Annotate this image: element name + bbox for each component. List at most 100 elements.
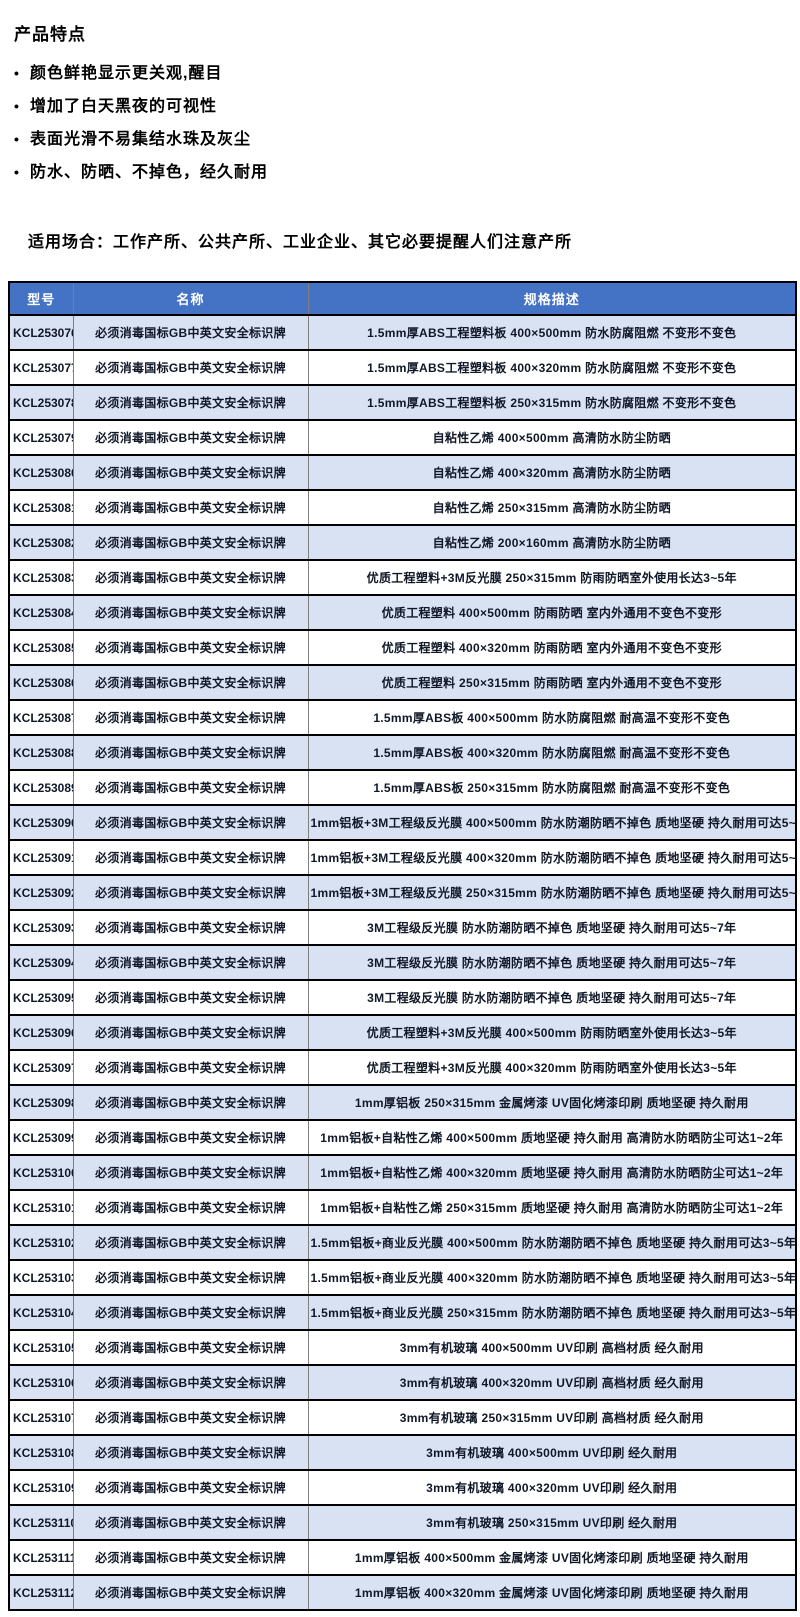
name-cell: 必须消毒国标GB中英文安全标识牌 [72,1155,309,1191]
table-row: KCL253112 必须消毒国标GB中英文安全标识牌 1mm厚铝板 400×320m… [8,1575,797,1611]
model-cell: KCL253097 [8,1050,74,1086]
table-row: KCL253099 必须消毒国标GB中英文安全标识牌 1mm铝板+自粘性乙烯 400… [8,1120,797,1156]
model-cell: KCL253084 [8,595,74,631]
spec-cell: 1mm铝板+自粘性乙烯 400×500mm 质地坚硬 持久耐用 高清防水防晒防尘… [307,1120,797,1156]
spec-cell: 自粘性乙烯 400×500mm 高清防水防尘防晒 [307,420,797,456]
column-header-spec: 规格描述 [307,282,797,316]
spec-cell: 3mm有机玻璃 400×320mm UV印刷 经久耐用 [307,1470,797,1506]
table-row: KCL253076 必须消毒国标GB中英文安全标识牌 1.5mm厚ABS工程塑料板 … [8,315,797,351]
name-cell: 必须消毒国标GB中英文安全标识牌 [72,455,309,491]
name-cell: 必须消毒国标GB中英文安全标识牌 [72,350,309,386]
name-cell: 必须消毒国标GB中英文安全标识牌 [72,1400,309,1436]
feature-item-label: 颜色鲜艳显示更关观,醒目 [30,65,223,82]
table-row: KCL253100 必须消毒国标GB中英文安全标识牌 1mm铝板+自粘性乙烯 400… [8,1155,797,1191]
model-cell: KCL253099 [8,1120,74,1156]
spec-cell: 1mm铝板+3M工程级反光膜 400×320mm 防水防潮防晒不掉色 质地坚硬 … [307,840,797,876]
feature-item: • 防水、防晒、不掉色，经久耐用 [14,163,800,182]
model-cell: KCL253100 [8,1155,74,1191]
model-cell: KCL253091 [8,840,74,876]
model-cell: KCL253111 [8,1540,74,1576]
name-cell: 必须消毒国标GB中英文安全标识牌 [72,770,309,806]
feature-item-label: 增加了白天黑夜的可视性 [30,98,218,115]
model-cell: KCL253080 [8,455,74,491]
spec-cell: 优质工程塑料 250×315mm 防雨防晒 室内外通用不变色不变形 [307,665,797,701]
table-row: KCL253078 必须消毒国标GB中英文安全标识牌 1.5mm厚ABS工程塑料板 … [8,385,797,421]
name-cell: 必须消毒国标GB中英文安全标识牌 [72,525,309,561]
feature-item-label: 防水、防晒、不掉色，经久耐用 [30,164,269,181]
name-cell: 必须消毒国标GB中英文安全标识牌 [72,1015,309,1051]
spec-cell: 自粘性乙烯 250×315mm 高清防水防尘防晒 [307,490,797,526]
spec-cell: 3mm有机玻璃 400×320mm UV印刷 高档材质 经久耐用 [307,1365,797,1401]
model-cell: KCL253112 [8,1575,74,1611]
table-row: KCL253097 必须消毒国标GB中英文安全标识牌 优质工程塑料+3M反光膜 40… [8,1050,797,1086]
table-row: KCL253098 必须消毒国标GB中英文安全标识牌 1mm厚铝板 250×315m… [8,1085,797,1121]
table-row: KCL253077 必须消毒国标GB中英文安全标识牌 1.5mm厚ABS工程塑料板 … [8,350,797,386]
name-cell: 必须消毒国标GB中英文安全标识牌 [72,1540,309,1576]
table-row: KCL253080 必须消毒国标GB中英文安全标识牌 自粘性乙烯 400×320mm… [8,455,797,491]
spec-cell: 1mm铝板+3M工程级反光膜 400×500mm 防水防潮防晒不掉色 质地坚硬 … [307,805,797,841]
table-row: KCL253106 必须消毒国标GB中英文安全标识牌 3mm有机玻璃 400×320… [8,1365,797,1401]
table-row: KCL253084 必须消毒国标GB中英文安全标识牌 优质工程塑料 400×500m… [8,595,797,631]
model-cell: KCL253083 [8,560,74,596]
spec-cell: 3M工程级反光膜 防水防潮防晒不掉色 质地坚硬 持久耐用可达5~7年 [307,945,797,981]
model-cell: KCL253107 [8,1400,74,1436]
spec-cell: 1.5mm厚ABS板 400×500mm 防水防腐阻燃 耐高温不变形不变色 [307,700,797,736]
spec-cell: 1mm铝板+自粘性乙烯 400×320mm 质地坚硬 持久耐用 高清防水防晒防尘… [307,1155,797,1191]
name-cell: 必须消毒国标GB中英文安全标识牌 [72,630,309,666]
model-cell: KCL253104 [8,1295,74,1331]
table-row: KCL253088 必须消毒国标GB中英文安全标识牌 1.5mm厚ABS板 400×… [8,735,797,771]
name-cell: 必须消毒国标GB中英文安全标识牌 [72,1330,309,1366]
model-cell: KCL253098 [8,1085,74,1121]
table-row: KCL253111 必须消毒国标GB中英文安全标识牌 1mm厚铝板 400×500m… [8,1540,797,1576]
model-cell: KCL253095 [8,980,74,1016]
spec-cell: 优质工程塑料+3M反光膜 400×320mm 防雨防晒室外使用长达3~5年 [307,1050,797,1086]
table-row: KCL253107 必须消毒国标GB中英文安全标识牌 3mm有机玻璃 250×315… [8,1400,797,1436]
table-row: KCL253082 必须消毒国标GB中英文安全标识牌 自粘性乙烯 200×160mm… [8,525,797,561]
column-header-model: 型号 [8,282,74,316]
column-header-name: 名称 [72,282,309,316]
name-cell: 必须消毒国标GB中英文安全标识牌 [72,385,309,421]
spec-cell: 3mm有机玻璃 250×315mm UV印刷 高档材质 经久耐用 [307,1400,797,1436]
applicable-occasions: 适用场合：工作产所、公共产所、工业企业、其它必要提醒人们注意产所 [28,234,573,251]
name-cell: 必须消毒国标GB中英文安全标识牌 [72,490,309,526]
name-cell: 必须消毒国标GB中英文安全标识牌 [72,1260,309,1296]
model-cell: KCL253086 [8,665,74,701]
model-cell: KCL253093 [8,910,74,946]
name-cell: 必须消毒国标GB中英文安全标识牌 [72,1225,309,1261]
name-cell: 必须消毒国标GB中英文安全标识牌 [72,315,309,351]
table-row: KCL253104 必须消毒国标GB中英文安全标识牌 1.5mm铝板+商业反光膜 2… [8,1295,797,1331]
spec-cell: 1.5mm厚ABS板 400×320mm 防水防腐阻燃 耐高温不变形不变色 [307,735,797,771]
table-row: KCL253085 必须消毒国标GB中英文安全标识牌 优质工程塑料 400×320m… [8,630,797,666]
model-cell: KCL253079 [8,420,74,456]
spec-cell: 3mm有机玻璃 250×315mm UV印刷 经久耐用 [307,1505,797,1541]
spec-cell: 优质工程塑料+3M反光膜 250×315mm 防雨防晒室外使用长达3~5年 [307,560,797,596]
table-row: KCL253090 必须消毒国标GB中英文安全标识牌 1mm铝板+3M工程级反光膜 … [8,805,797,841]
model-cell: KCL253102 [8,1225,74,1261]
table-row: KCL253093 必须消毒国标GB中英文安全标识牌 3M工程级反光膜 防水防潮防晒… [8,910,797,946]
table-row: KCL253089 必须消毒国标GB中英文安全标识牌 1.5mm厚ABS板 250×… [8,770,797,806]
name-cell: 必须消毒国标GB中英文安全标识牌 [72,735,309,771]
name-cell: 必须消毒国标GB中英文安全标识牌 [72,1575,309,1611]
product-spec-table: 型号 名称 规格描述 KCL253076 必须消毒国标GB中英文安全标识牌 1.5m… [8,281,797,1611]
spec-table-body: KCL253076 必须消毒国标GB中英文安全标识牌 1.5mm厚ABS工程塑料板 … [8,315,797,1611]
model-cell: KCL253076 [8,315,74,351]
name-cell: 必须消毒国标GB中英文安全标识牌 [72,805,309,841]
model-cell: KCL253081 [8,490,74,526]
model-cell: KCL253082 [8,525,74,561]
table-row: KCL253083 必须消毒国标GB中英文安全标识牌 优质工程塑料+3M反光膜 25… [8,560,797,596]
feature-item: • 表面光滑不易集结水珠及灰尘 [14,130,800,149]
name-cell: 必须消毒国标GB中英文安全标识牌 [72,1435,309,1471]
name-cell: 必须消毒国标GB中英文安全标识牌 [72,1190,309,1226]
spec-cell: 1.5mm厚ABS工程塑料板 400×500mm 防水防腐阻燃 不变形不变色 [307,315,797,351]
table-row: KCL253102 必须消毒国标GB中英文安全标识牌 1.5mm铝板+商业反光膜 4… [8,1225,797,1261]
model-cell: KCL253090 [8,805,74,841]
name-cell: 必须消毒国标GB中英文安全标识牌 [72,700,309,736]
model-cell: KCL253089 [8,770,74,806]
spec-cell: 1mm厚铝板 400×320mm 金属烤漆 UV固化烤漆印刷 质地坚硬 持久耐用 [307,1575,797,1611]
model-cell: KCL253103 [8,1260,74,1296]
model-cell: KCL253109 [8,1470,74,1506]
model-cell: KCL253088 [8,735,74,771]
table-row: KCL253094 必须消毒国标GB中英文安全标识牌 3M工程级反光膜 防水防潮防晒… [8,945,797,981]
name-cell: 必须消毒国标GB中英文安全标识牌 [72,1505,309,1541]
table-row: KCL253086 必须消毒国标GB中英文安全标识牌 优质工程塑料 250×315m… [8,665,797,701]
